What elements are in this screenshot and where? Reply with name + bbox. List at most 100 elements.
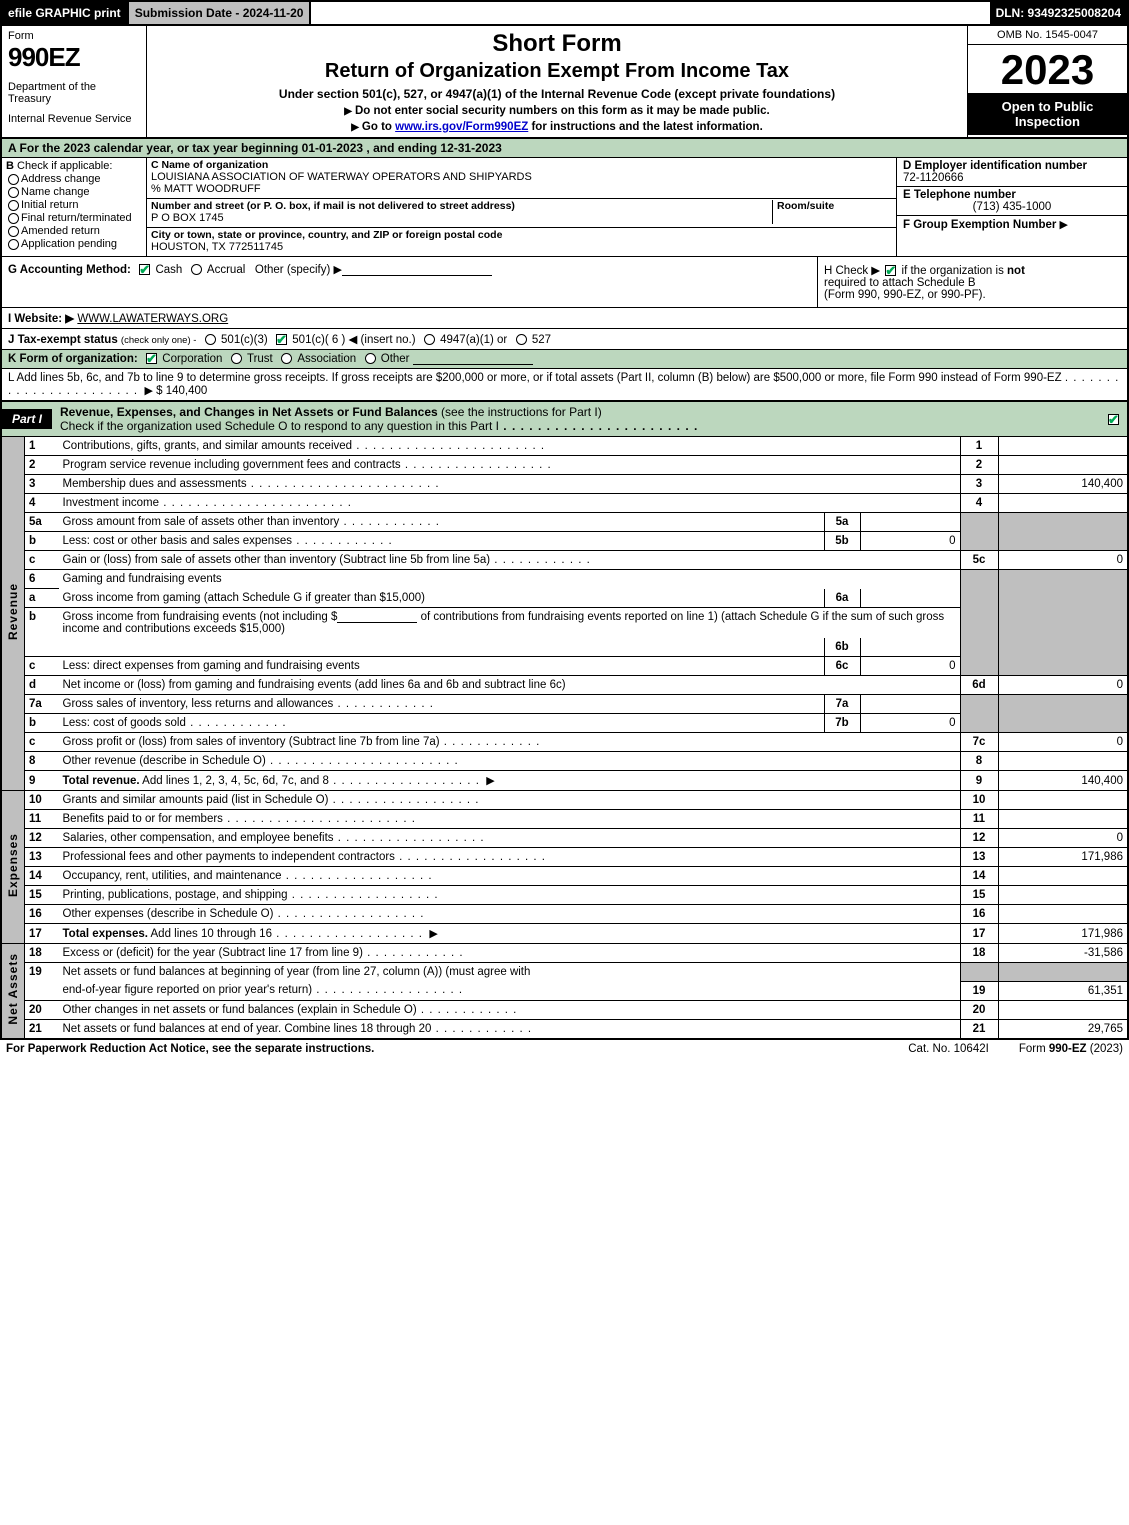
line-7a-desc: Gross sales of inventory, less returns a… xyxy=(59,695,825,714)
chk-other[interactable] xyxy=(365,353,376,364)
section-bcdef: B Check if applicable: Address change Na… xyxy=(0,158,1129,256)
line-5b-sublabel: 5b xyxy=(824,532,860,551)
k-label: K Form of organization: xyxy=(8,353,138,365)
j-c3: 501(c)(3) xyxy=(221,334,268,346)
line-19-val: 61,351 xyxy=(998,981,1128,1000)
line-1-num: 1 xyxy=(25,437,59,456)
chk-4947[interactable] xyxy=(424,334,435,345)
line-16-desc: Other expenses (describe in Schedule O) xyxy=(59,905,961,924)
d-ein-hdr: D Employer identification number xyxy=(903,160,1121,172)
website-value: WWW.LAWATERWAYS.ORG xyxy=(77,313,228,325)
k-trust: Trust xyxy=(247,353,273,365)
chk-501c3[interactable] xyxy=(205,334,216,345)
col-b-sub: Check if applicable: xyxy=(17,160,112,172)
line-6a-desc: Gross income from gaming (attach Schedul… xyxy=(59,589,825,608)
chk-final-return[interactable]: Final return/terminated xyxy=(6,212,142,224)
chk-corporation[interactable] xyxy=(146,353,157,364)
h-line3: (Form 990, 990-EZ, or 990-PF). xyxy=(824,289,986,301)
line-7a: 7a Gross sales of inventory, less return… xyxy=(1,695,1128,714)
c-name-hdr: C Name of organization xyxy=(151,159,892,171)
topbar: efile GRAPHIC print Submission Date - 20… xyxy=(0,0,1129,26)
line-21-num: 21 xyxy=(25,1019,59,1038)
l-amount: $ 140,400 xyxy=(156,385,207,397)
line-5c: c Gain or (loss) from sale of assets oth… xyxy=(1,551,1128,570)
chk-amended-return[interactable]: Amended return xyxy=(6,225,142,237)
h-post: if the organization is xyxy=(902,265,1007,277)
part-1-check xyxy=(1100,410,1127,428)
line-9-num: 9 xyxy=(25,771,59,791)
accrual-label: Accrual xyxy=(207,264,245,276)
line-14: 14 Occupancy, rent, utilities, and maint… xyxy=(1,867,1128,886)
line-21-label: 21 xyxy=(960,1019,998,1038)
line-a: A For the 2023 calendar year, or tax yea… xyxy=(0,139,1129,158)
line-7b: b Less: cost of goods sold 7b 0 xyxy=(1,714,1128,733)
revenue-side-text: Revenue xyxy=(6,583,20,640)
line-8-num: 8 xyxy=(25,752,59,771)
line-20-num: 20 xyxy=(25,1000,59,1019)
chk-527[interactable] xyxy=(516,334,527,345)
other-specify-field[interactable] xyxy=(342,264,492,276)
line-15-val xyxy=(998,886,1128,905)
h-pre: H Check ▶ xyxy=(824,265,880,277)
col-b-header: B Check if applicable: xyxy=(6,160,142,172)
part-1-title-note: (see the instructions for Part I) xyxy=(438,405,602,419)
line-13-desc: Professional fees and other payments to … xyxy=(59,848,961,867)
line-5a-desc: Gross amount from sale of assets other t… xyxy=(59,513,825,532)
chk-accrual[interactable] xyxy=(191,264,202,275)
part-1-check-line: Check if the organization used Schedule … xyxy=(60,419,499,433)
chk-initial-return[interactable]: Initial return xyxy=(6,199,142,211)
chk-association[interactable] xyxy=(281,353,292,364)
chk-h[interactable] xyxy=(885,265,896,276)
line-15: 15 Printing, publications, postage, and … xyxy=(1,886,1128,905)
line-6b-2: 6b xyxy=(1,638,1128,657)
column-c: C Name of organization LOUISIANA ASSOCIA… xyxy=(147,158,897,256)
line-14-desc: Occupancy, rent, utilities, and maintena… xyxy=(59,867,961,886)
chk-501c[interactable] xyxy=(276,334,287,345)
line-5b-num: b xyxy=(25,532,59,551)
line-7c-val: 0 xyxy=(998,733,1128,752)
line-19-num: 19 xyxy=(25,963,59,1001)
footer-form-post: (2023) xyxy=(1087,1043,1123,1055)
k-assoc: Association xyxy=(297,353,356,365)
chk-name-change[interactable]: Name change xyxy=(6,186,142,198)
chk-application-pending[interactable]: Application pending xyxy=(6,238,142,250)
j-note: (check only one) - xyxy=(121,335,197,346)
row-k: K Form of organization: Corporation Trus… xyxy=(0,349,1129,368)
chk-trust[interactable] xyxy=(231,353,242,364)
expenses-side-label: Expenses xyxy=(1,791,25,944)
line-2-label: 2 xyxy=(960,456,998,475)
line-5b-desc: Less: cost or other basis and sales expe… xyxy=(59,532,825,551)
subtitle-3: Go to www.irs.gov/Form990EZ for instruct… xyxy=(151,121,963,133)
line-6d-desc: Net income or (loss) from gaming and fun… xyxy=(59,676,961,695)
irs-link[interactable]: www.irs.gov/Form990EZ xyxy=(395,121,528,133)
line-14-label: 14 xyxy=(960,867,998,886)
line-17-label: 17 xyxy=(960,924,998,944)
line-5-gray-val xyxy=(998,513,1128,551)
line-6b-subval xyxy=(860,638,960,657)
chk-address-change[interactable]: Address change xyxy=(6,173,142,185)
chk-schedule-o[interactable] xyxy=(1108,414,1119,425)
line-a-prefix: A For the 2023 calendar year, or tax yea… xyxy=(8,141,302,155)
line-2-desc: Program service revenue including govern… xyxy=(59,456,961,475)
chk-address-change-label: Address change xyxy=(21,173,101,185)
g-label: G Accounting Method: xyxy=(8,264,131,276)
line-a-mid: , and ending xyxy=(366,141,440,155)
f-group-row: F Group Exemption Number ▶ xyxy=(897,216,1127,233)
line-2-val xyxy=(998,456,1128,475)
e-phone-hdr: E Telephone number xyxy=(903,189,1121,201)
cash-label: Cash xyxy=(155,264,182,276)
chk-cash[interactable] xyxy=(139,264,150,275)
line-7-gray xyxy=(960,695,998,733)
line-5b-subval: 0 xyxy=(860,532,960,551)
k-other-field[interactable] xyxy=(413,353,533,365)
line-7a-num: 7a xyxy=(25,695,59,714)
line-16: 16 Other expenses (describe in Schedule … xyxy=(1,905,1128,924)
org-name: LOUISIANA ASSOCIATION OF WATERWAY OPERAT… xyxy=(151,171,892,183)
line-4-label: 4 xyxy=(960,494,998,513)
line-6a-sublabel: 6a xyxy=(824,589,860,608)
line-19a-desc: Net assets or fund balances at beginning… xyxy=(59,963,961,982)
line-6b-blank[interactable] xyxy=(337,611,417,623)
line-2-num: 2 xyxy=(25,456,59,475)
header-left: Form 990EZ Department of the Treasury In… xyxy=(2,26,147,137)
line-21-desc: Net assets or fund balances at end of ye… xyxy=(59,1019,961,1038)
